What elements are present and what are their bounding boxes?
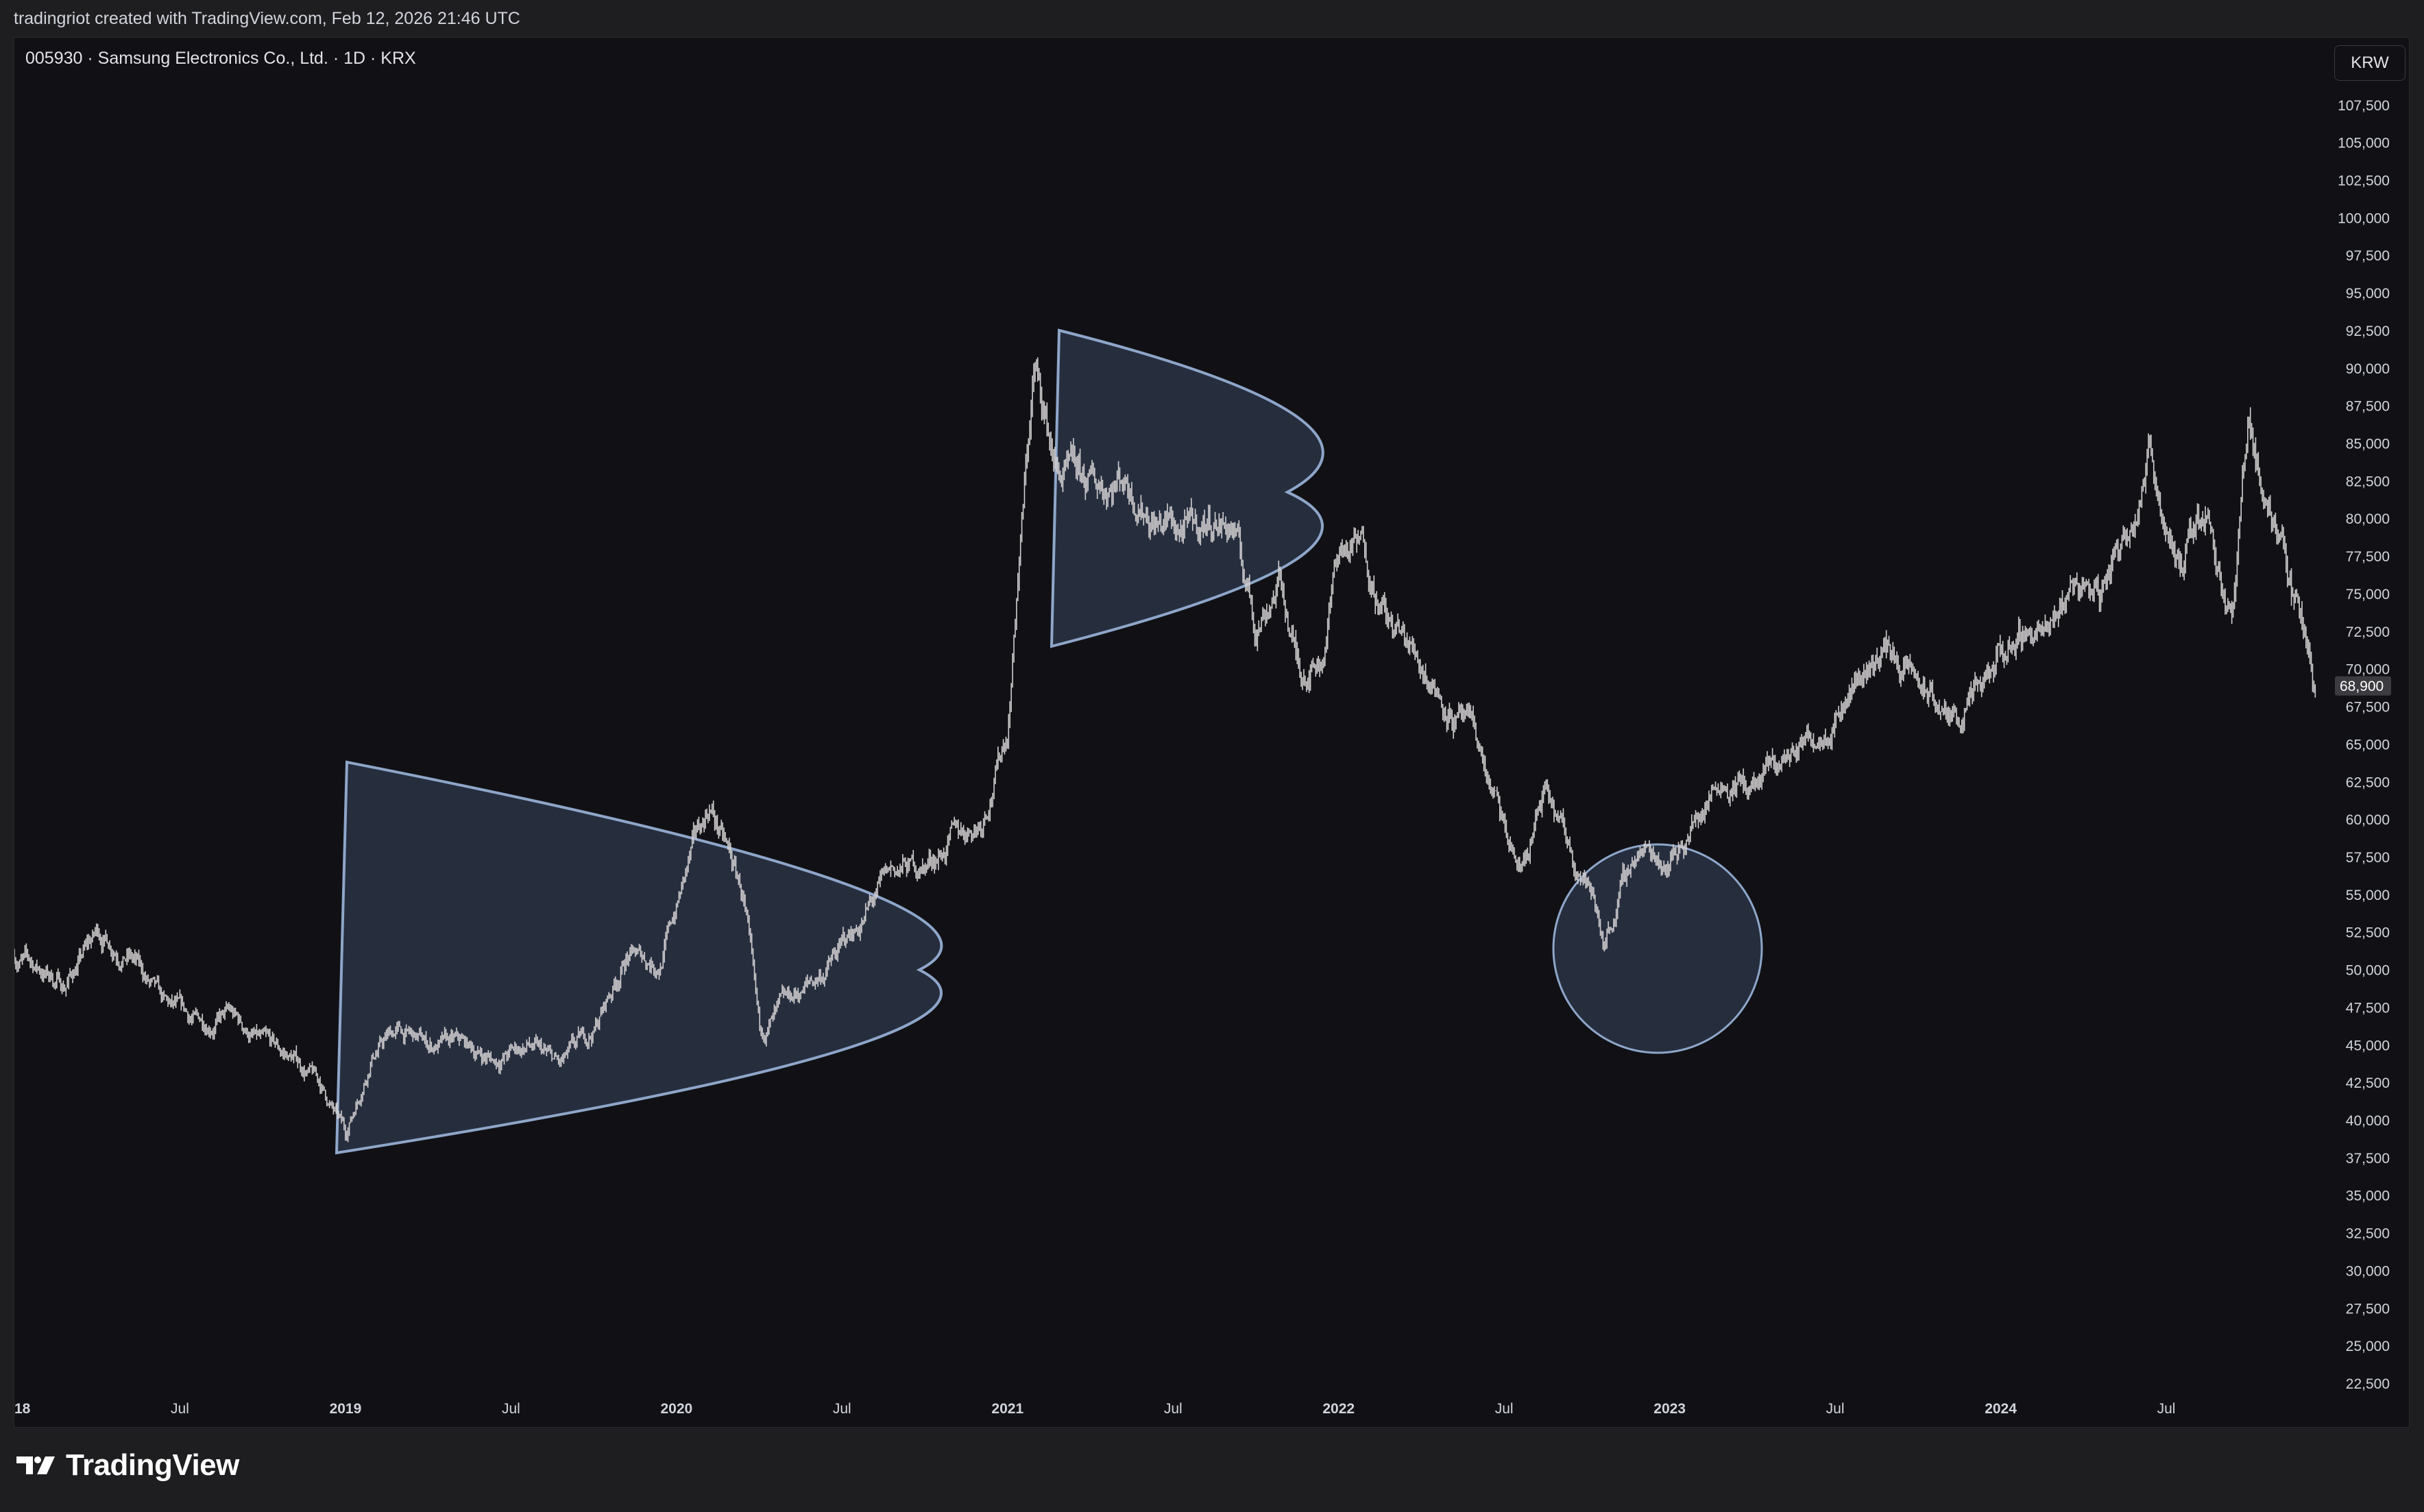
time-axis-tick: 2022 [1322,1401,1355,1417]
time-axis[interactable]: 2018 Jul 2019 Jul 2020 Jul 2021 Jul 2022 Jul 2023 J… [14,1401,2175,1417]
price-axis-tick: 25,000 [2346,1339,2390,1354]
price-axis-tick: 70,000 [2346,662,2390,678]
price-axis-tick: 27,500 [2346,1301,2390,1317]
drawing-layer[interactable] [335,328,1763,1155]
price-axis-tick: 75,000 [2346,587,2390,602]
price-axis-tick: 102,500 [2338,173,2390,188]
symbol-title[interactable]: 005930 · Samsung Electronics Co., Ltd. ·… [25,49,416,68]
price-axis-tick: 30,000 [2346,1263,2390,1279]
last-price-label-bg [2335,676,2391,696]
time-axis-tick: 2024 [1985,1401,2017,1417]
attribution-text: tradingriot created with TradingView.com… [14,8,520,28]
price-axis-tick: 52,500 [2346,925,2390,941]
price-axis-tick: 107,500 [2338,98,2390,114]
time-axis-tick: 2020 [660,1401,692,1417]
price-axis-tick: 55,000 [2346,888,2390,903]
price-axis-tick: 92,500 [2346,324,2390,339]
time-axis-tick: 2023 [1653,1401,1686,1417]
price-axis-tick: 95,000 [2346,286,2390,302]
price-axis-tick: 82,500 [2346,474,2390,489]
price-axis-tick: 32,500 [2346,1226,2390,1242]
brand-name: TradingView [66,1448,239,1482]
time-axis-tick: Jul [502,1401,520,1417]
price-axis-tick: 65,000 [2346,737,2390,753]
price-series-candles [14,357,2316,1143]
last-price-label: 68,900 [2340,679,2384,694]
annotation-shape-2019[interactable] [335,760,943,1155]
price-axis-tick: 100,000 [2338,210,2390,226]
price-axis-tick: 35,000 [2346,1188,2390,1204]
price-axis-tick: 62,500 [2346,775,2390,790]
tradingview-logo[interactable]: TradingView [15,1448,239,1483]
price-axis-tick: 40,000 [2346,1113,2390,1129]
chart-pane[interactable]: 110,000107,500105,000102,500100,00097,50… [14,37,2410,1428]
price-axis-tick: 77,500 [2346,549,2390,565]
time-axis-tick: Jul [1164,1401,1183,1417]
attribution-bar: tradingriot created with TradingView.com… [0,0,2424,37]
time-axis-tick: Jul [171,1401,189,1417]
price-chart[interactable]: 110,000107,500105,000102,500100,00097,50… [14,38,2410,1428]
price-axis-tick: 47,500 [2346,1000,2390,1016]
last-price-marker: 68,900 [2335,676,2391,696]
tradingview-logo-icon [16,1456,55,1474]
price-axis-tick: 67,500 [2346,700,2390,716]
price-axis-tick: 85,000 [2346,437,2390,452]
price-axis-tick: 97,500 [2346,248,2390,264]
price-axis-tick: 87,500 [2346,399,2390,415]
price-axis-tick: 45,000 [2346,1038,2390,1053]
price-axis-tick: 72,500 [2346,624,2390,640]
price-axis-tick: 42,500 [2346,1075,2390,1091]
price-axis-tick: 57,500 [2346,850,2390,866]
time-axis-tick: Jul [833,1401,851,1417]
price-axis-tick: 50,000 [2346,963,2390,979]
footer: TradingView [0,1428,2424,1512]
price-axis-tick: 22,500 [2346,1376,2390,1392]
annotation-circle-2022[interactable] [1552,843,1763,1054]
time-axis-tick: 2021 [991,1401,1023,1417]
price-axis-tick: 105,000 [2338,136,2390,151]
currency-button[interactable]: KRW [2334,45,2405,81]
price-axis[interactable]: 110,000107,500105,000102,500100,00097,50… [2338,60,2390,1392]
time-axis-tick: Jul [1495,1401,1514,1417]
price-axis-tick: 60,000 [2346,812,2390,828]
price-axis-tick: 37,500 [2346,1151,2390,1167]
time-axis-tick: Jul [1826,1401,1845,1417]
time-axis-tick: Jul [2157,1401,2176,1417]
time-axis-tick: 2018 [14,1401,31,1417]
time-axis-tick: 2019 [330,1401,362,1417]
annotation-shape-2021[interactable] [1050,328,1324,648]
price-axis-tick: 80,000 [2346,511,2390,527]
price-axis-tick: 90,000 [2346,361,2390,377]
